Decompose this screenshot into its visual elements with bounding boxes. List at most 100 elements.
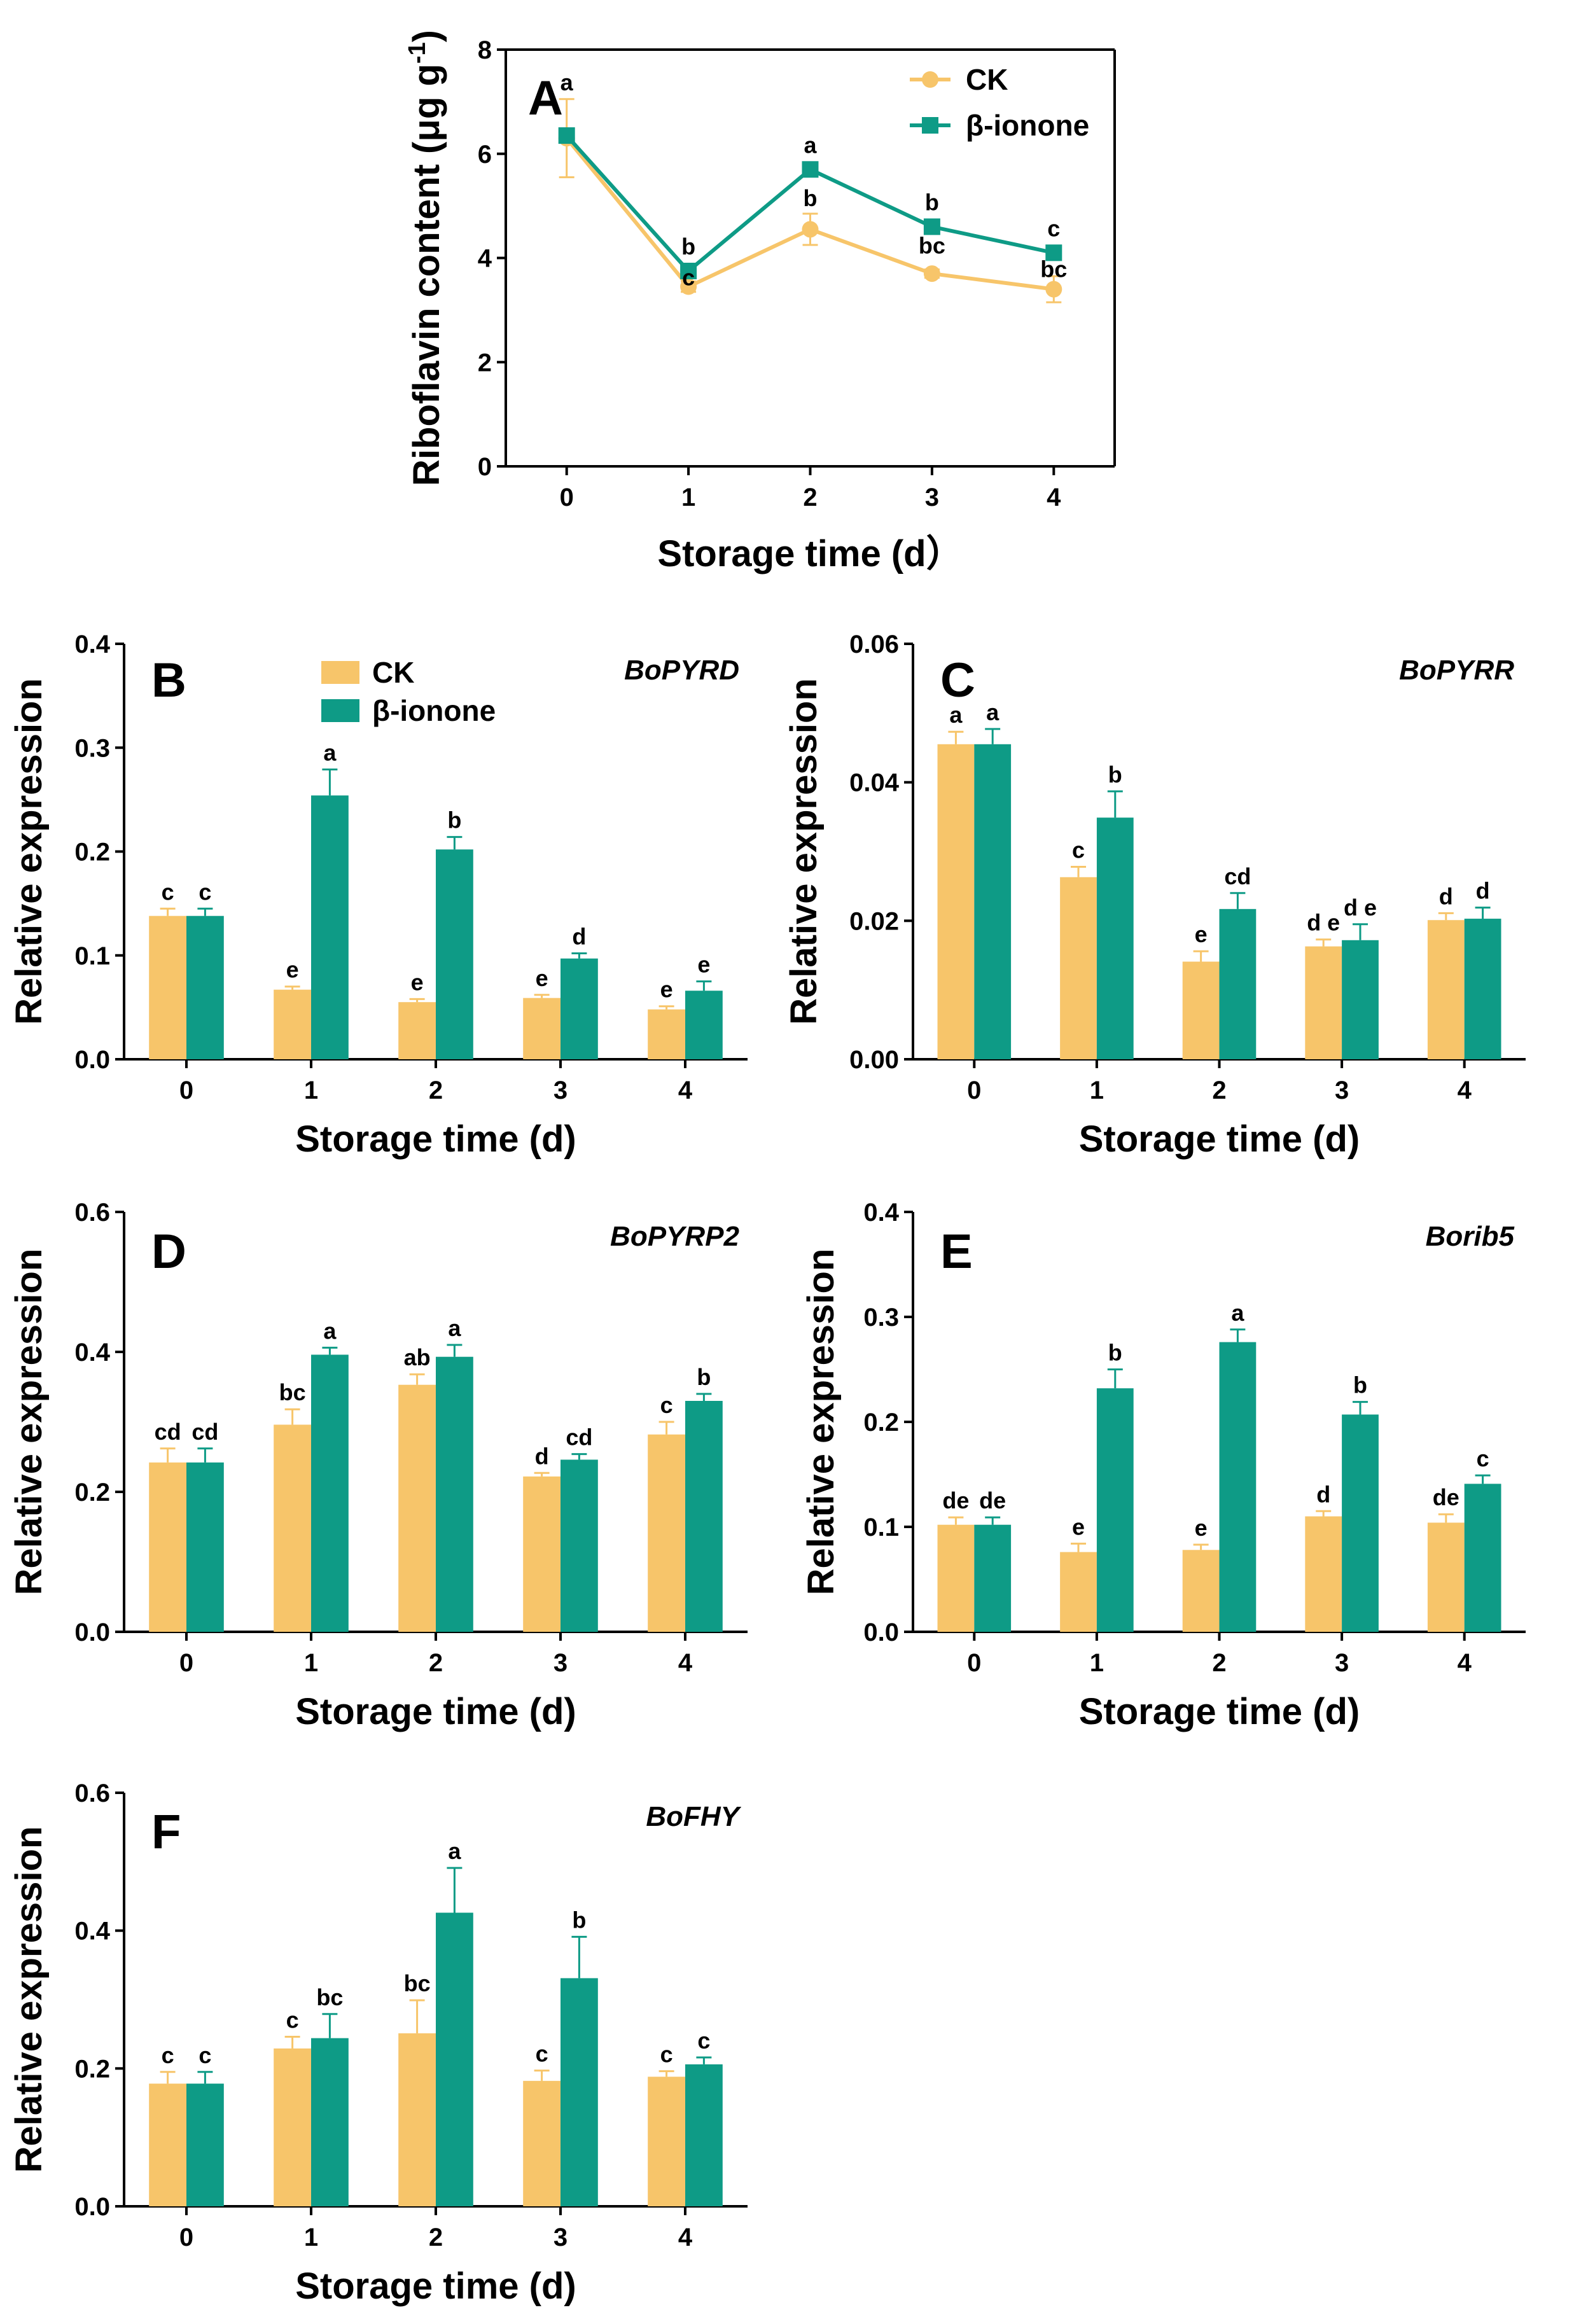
y-axis-title: Riboflavin content (μg g-1) <box>404 30 447 486</box>
y-tick-label: 0.3 <box>74 734 110 762</box>
bar-ck <box>274 2048 311 2206</box>
bar-ck <box>1427 920 1465 1059</box>
x-tick-label: 3 <box>1335 1649 1349 1677</box>
bar-treatment <box>436 849 473 1059</box>
significance-label: de <box>942 1487 969 1513</box>
y-tick-label: 4 <box>478 245 492 273</box>
x-tick-label: 0 <box>179 1649 193 1677</box>
y-tick-label: 0.02 <box>849 907 899 935</box>
point-treatment <box>1045 244 1062 261</box>
y-tick-label: 0.06 <box>849 630 899 658</box>
y-tick-label: 0.4 <box>74 630 110 658</box>
significance-label: b <box>1108 1340 1122 1366</box>
bar-treatment <box>1219 908 1257 1059</box>
bar-ck <box>648 2077 685 2206</box>
x-tick-label: 4 <box>1458 1076 1472 1104</box>
significance-label: c <box>1477 1445 1489 1472</box>
bar-ck <box>149 1462 186 1632</box>
gene-name: BoPYRD <box>624 655 739 686</box>
legend-label: CK <box>372 656 414 689</box>
significance-label: a <box>323 1318 337 1344</box>
significance-label: e <box>1195 921 1208 947</box>
bar-ck <box>1305 946 1342 1059</box>
bar-treatment <box>685 2064 723 2206</box>
y-axis-title: Relative expression <box>783 678 825 1025</box>
bar-treatment <box>974 744 1012 1059</box>
bar-ck <box>1427 1522 1465 1632</box>
significance-label: bc <box>919 232 945 258</box>
y-tick-label: 0.2 <box>863 1409 899 1437</box>
x-tick-label: 0 <box>179 1076 193 1104</box>
point-ck <box>680 278 697 295</box>
legend-swatch <box>321 699 359 722</box>
bar-ck <box>1305 1516 1342 1632</box>
y-tick-label: 0.4 <box>863 1199 899 1227</box>
significance-label: bc <box>1040 256 1067 282</box>
bar-treatment <box>311 2038 349 2206</box>
bar-treatment <box>311 1354 349 1632</box>
legend-marker <box>922 117 938 134</box>
bar-ck <box>1060 877 1097 1059</box>
x-axis-title: Storage time (d) <box>1079 1118 1360 1160</box>
panel-label: E <box>940 1225 973 1279</box>
x-tick-label: 1 <box>304 1649 318 1677</box>
significance-label: a <box>1231 1300 1244 1326</box>
significance-label: b <box>1353 1372 1367 1398</box>
y-tick-label: 0.6 <box>74 1779 110 1807</box>
bar-treatment <box>311 795 349 1059</box>
x-tick-label: 1 <box>304 1076 318 1104</box>
significance-label: c <box>660 2042 673 2068</box>
x-tick-label: 2 <box>1212 1076 1226 1104</box>
x-tick-label: 4 <box>678 1076 693 1104</box>
gene-name: Borib5 <box>1426 1221 1515 1252</box>
bar-treatment <box>186 2084 224 2206</box>
x-tick-label: 3 <box>554 1076 568 1104</box>
y-tick-label: 0.04 <box>849 769 900 797</box>
bar-ck <box>149 915 186 1059</box>
significance-label: e <box>286 957 299 983</box>
y-axis-title: Relative expression <box>8 1826 50 2173</box>
x-tick-label: 3 <box>1335 1076 1349 1104</box>
y-tick-label: 0.1 <box>74 942 110 970</box>
panel-label: C <box>940 653 975 707</box>
y-tick-label: 0.0 <box>74 1618 110 1646</box>
x-axis-title: Storage time (d) <box>295 1118 576 1160</box>
panel-label: D <box>151 1225 186 1279</box>
x-axis-title: Storage time (d） <box>657 533 963 574</box>
point-ck <box>923 265 940 282</box>
x-axis-title: Storage time (d) <box>295 2265 576 2307</box>
bar-treatment <box>561 1459 598 1632</box>
legend-marker <box>922 71 938 88</box>
significance-label: c <box>682 265 695 291</box>
significance-label: a <box>448 1838 461 1864</box>
x-tick-label: 2 <box>429 1076 443 1104</box>
y-tick-label: 2 <box>478 349 492 377</box>
x-tick-label: 4 <box>678 2223 693 2251</box>
significance-label: d <box>1316 1481 1330 1507</box>
bar-treatment <box>1219 1342 1257 1632</box>
significance-label: e <box>411 969 424 995</box>
significance-label: e <box>660 977 673 1003</box>
panel-label: F <box>151 1805 181 1859</box>
x-tick-label: 4 <box>1458 1649 1472 1677</box>
bar-treatment <box>186 915 224 1059</box>
y-tick-label: 0.0 <box>863 1618 899 1646</box>
x-tick-label: 1 <box>304 2223 318 2251</box>
bar-ck <box>523 998 561 1059</box>
bar-ck <box>1182 1550 1220 1632</box>
gene-name: BoFHY <box>646 1801 741 1832</box>
significance-label: d e <box>1344 894 1377 921</box>
significance-label: b <box>447 807 461 833</box>
panel-f: 0.0 0.2 0.4 0.6 0 1 2 3 4 Storage time (d) Relativ… <box>8 1779 748 2307</box>
y-axis-title: Relative expression <box>8 1249 50 1596</box>
point-treatment <box>923 218 940 235</box>
significance-label: c <box>1047 215 1060 241</box>
significance-label: d <box>572 923 586 949</box>
point-treatment <box>802 161 819 178</box>
x-tick-label: 3 <box>925 484 939 511</box>
y-axis-title-main: Riboflavin content (μg g <box>406 64 447 486</box>
significance-label: a <box>986 699 999 725</box>
bar-ck <box>523 1476 561 1632</box>
y-tick-label: 0.4 <box>74 1339 110 1367</box>
bar-ck <box>398 2033 436 2206</box>
